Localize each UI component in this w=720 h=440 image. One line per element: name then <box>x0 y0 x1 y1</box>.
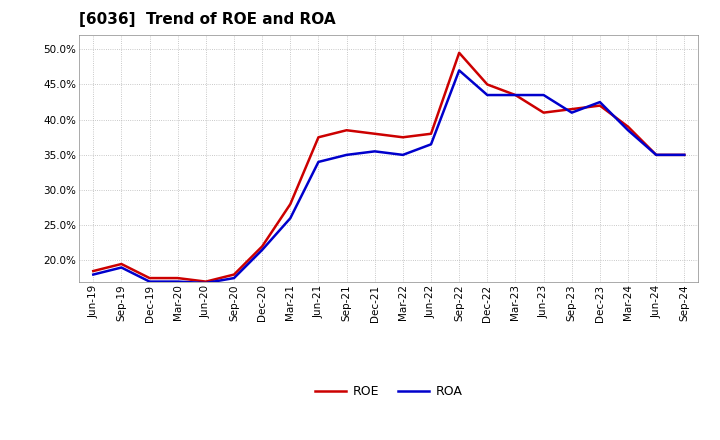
ROE <box>539 110 548 115</box>
ROE <box>314 135 323 140</box>
Line: ROE: ROE <box>94 53 684 282</box>
ROA <box>174 279 182 284</box>
ROA <box>680 152 688 158</box>
ROE <box>145 275 154 281</box>
ROA <box>258 247 266 253</box>
ROE <box>624 124 632 129</box>
Legend: ROE, ROA: ROE, ROA <box>310 381 467 403</box>
ROE <box>511 92 520 98</box>
ROA <box>314 159 323 165</box>
ROA <box>202 280 210 286</box>
ROE <box>342 128 351 133</box>
ROE <box>230 272 238 277</box>
ROE <box>399 135 408 140</box>
ROA <box>370 149 379 154</box>
ROE <box>286 202 294 207</box>
ROA <box>89 272 98 277</box>
ROE <box>117 261 126 267</box>
ROE <box>652 152 660 158</box>
ROE <box>89 268 98 274</box>
ROA <box>427 142 436 147</box>
ROE <box>427 131 436 136</box>
ROE <box>174 275 182 281</box>
ROE <box>483 82 492 87</box>
ROA <box>399 152 408 158</box>
ROA <box>230 275 238 281</box>
ROE <box>595 103 604 108</box>
ROA <box>511 92 520 98</box>
ROA <box>652 152 660 158</box>
ROA <box>539 92 548 98</box>
ROE <box>567 106 576 112</box>
ROA <box>624 128 632 133</box>
ROA <box>567 110 576 115</box>
ROA <box>455 68 464 73</box>
ROE <box>258 244 266 249</box>
ROE <box>202 279 210 284</box>
ROA <box>595 99 604 105</box>
ROA <box>145 279 154 284</box>
Text: [6036]  Trend of ROE and ROA: [6036] Trend of ROE and ROA <box>79 12 336 27</box>
ROE <box>455 50 464 55</box>
ROA <box>342 152 351 158</box>
ROA <box>117 265 126 270</box>
ROE <box>370 131 379 136</box>
ROA <box>483 92 492 98</box>
ROA <box>286 216 294 221</box>
Line: ROA: ROA <box>94 70 684 283</box>
ROE <box>680 152 688 158</box>
